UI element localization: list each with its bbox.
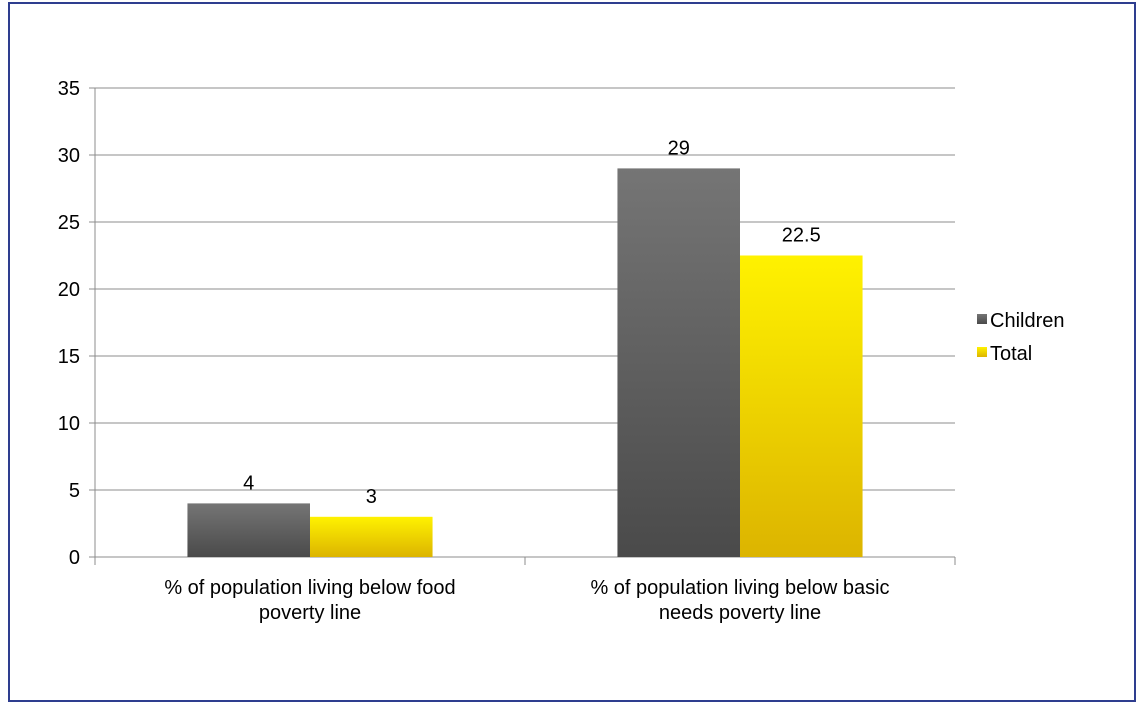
data-label: 29 [668,137,690,159]
y-tick-label: 5 [69,480,80,502]
bar-children-1 [187,503,310,557]
legend-label-total: Total [990,343,1032,365]
data-label: 3 [366,486,377,508]
x-category-label: needs poverty line [659,602,821,624]
bar-children-2 [617,168,740,557]
data-label: 4 [243,472,254,494]
data-label: 22.5 [782,225,821,247]
x-category-label: poverty line [259,602,361,624]
bar-chart: 0 5 10 15 20 25 30 35 4 3 % of population living b… [58,78,1065,624]
bar-total-1 [310,516,433,557]
legend-swatch-children [977,314,987,324]
legend-swatch-total [977,347,987,357]
chart-frame [8,2,1136,702]
y-tick-label: 30 [58,145,80,167]
legend-label-children: Children [990,310,1064,332]
y-tick-label: 35 [58,78,80,100]
y-tick-label: 25 [58,212,80,234]
y-tick-label: 0 [69,547,80,569]
x-category-label: % of population living below food [164,577,455,599]
bar-total-2 [740,255,863,557]
x-category-label: % of population living below basic [590,577,889,599]
y-tick-label: 15 [58,346,80,368]
y-tick-label: 10 [58,413,80,435]
y-tick-label: 20 [58,279,80,301]
